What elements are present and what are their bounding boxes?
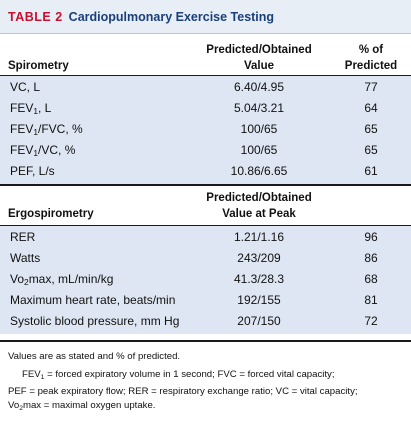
table-row: FEV1/VC, % 100/65 65 — [0, 140, 411, 161]
row-value: 207/150 — [237, 314, 281, 328]
spirometry-col3-header-line2: Predicted — [344, 60, 398, 72]
ergo-col2-header-line2: Value at Peak — [222, 208, 296, 220]
table-row: FEV1/FVC, % 100/65 65 — [0, 119, 411, 140]
row-label: Systolic blood pressure, mm Hg — [10, 314, 180, 328]
table-row: VC, L 6.40/4.95 77 — [0, 77, 411, 98]
table-row: Watts 243/209 86 — [0, 248, 411, 269]
row-value: 192/155 — [237, 293, 281, 307]
table-row: FEV1, L 5.04/3.21 64 — [0, 98, 411, 119]
row-percent: 86 — [364, 251, 378, 265]
footnote-line-4: Vo2max = maximal oxygen uptake. — [8, 400, 156, 412]
row-value: 100/65 — [240, 143, 278, 157]
spirometry-label: Spirometry — [8, 60, 69, 72]
table-row: Maximum heart rate, beats/min 192/155 81 — [0, 290, 411, 311]
table-bottom-rule — [0, 340, 411, 342]
ergo-col2-header-line1: Predicted/Obtained — [206, 192, 312, 204]
spirometry-rows: VC, L 6.40/4.95 77 FEV1, L 5.04/3.21 64 … — [0, 76, 411, 184]
spirometry-header-rule — [0, 75, 411, 76]
row-label: Maximum heart rate, beats/min — [10, 293, 176, 307]
row-label: RER — [10, 230, 36, 244]
row-value: 1.21/1.16 — [233, 230, 285, 244]
table-row: Systolic blood pressure, mm Hg 207/150 7… — [0, 311, 411, 332]
table-title: Cardiopulmonary Exercise Testing — [68, 9, 275, 24]
footnote-line-1: Values are as stated and % of predicted. — [8, 351, 181, 362]
ergospirometry-header-rule — [0, 225, 411, 226]
row-percent: 65 — [364, 122, 378, 136]
row-percent: 81 — [364, 293, 378, 307]
row-label: Watts — [10, 251, 41, 265]
row-value: 6.40/4.95 — [233, 80, 285, 94]
footnote-line-3: PEF = peak expiratory flow; RER = respir… — [8, 386, 358, 397]
row-label: FEV1/VC, % — [10, 143, 76, 158]
table-row: Vo2max, mL/min/kg 41.3/28.3 68 — [0, 269, 411, 290]
row-percent: 96 — [364, 230, 378, 244]
row-label: FEV1/FVC, % — [10, 122, 83, 137]
table-label: TABLE 2 — [8, 9, 63, 24]
row-percent: 64 — [364, 101, 378, 115]
ergospirometry-label: Ergospirometry — [8, 208, 94, 220]
spirometry-bottom-rule — [0, 184, 411, 186]
spirometry-col2-header-line2: Value — [243, 60, 275, 72]
row-value: 5.04/3.21 — [233, 101, 285, 115]
row-value: 10.86/6.65 — [230, 164, 288, 178]
table-row: RER 1.21/1.16 96 — [0, 227, 411, 248]
row-value: 41.3/28.3 — [233, 272, 285, 286]
table-footnote: Values are as stated and % of predicted.… — [8, 350, 406, 416]
spirometry-col2-header-line1: Predicted/Obtained — [206, 44, 312, 56]
row-value: 243/209 — [237, 251, 281, 265]
row-label: Vo2max, mL/min/kg — [10, 272, 114, 287]
row-percent: 77 — [364, 80, 378, 94]
row-percent: 68 — [364, 272, 378, 286]
row-percent: 65 — [364, 143, 378, 157]
row-percent: 61 — [364, 164, 378, 178]
row-percent: 72 — [364, 314, 378, 328]
ergospirometry-header: Predicted/Obtained Ergospirometry Value … — [0, 189, 411, 225]
footnote-line-2: FEV1 = forced expiratory volume in 1 sec… — [22, 369, 335, 381]
spirometry-col3-header-line1: % of — [358, 44, 384, 56]
row-value: 100/65 — [240, 122, 278, 136]
ergospirometry-rows: RER 1.21/1.16 96 Watts 243/209 86 Vo2max… — [0, 226, 411, 334]
row-label: PEF, L/s — [10, 164, 55, 178]
table-title-bar: TABLE 2 Cardiopulmonary Exercise Testing — [0, 0, 411, 34]
row-label: FEV1, L — [10, 101, 52, 116]
table-row: PEF, L/s 10.86/6.65 61 — [0, 161, 411, 182]
row-label: VC, L — [10, 80, 41, 94]
spirometry-header: Predicted/Obtained % of Spirometry Value… — [0, 41, 411, 75]
